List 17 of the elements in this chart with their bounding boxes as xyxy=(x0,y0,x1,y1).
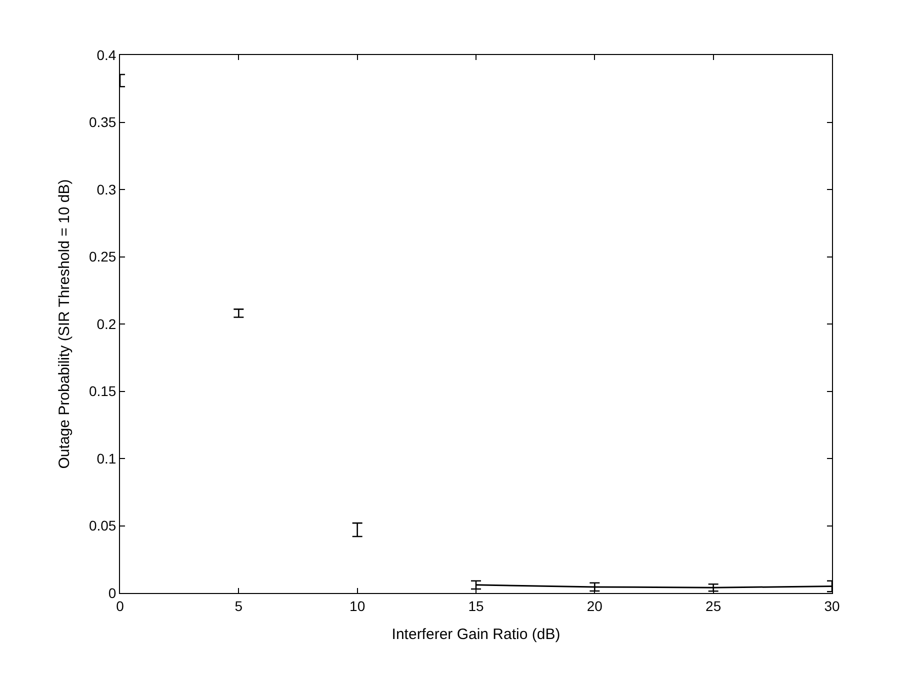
y-tick-label: 0.15 xyxy=(88,383,116,400)
x-tick-label: 20 xyxy=(586,598,603,614)
x-tick-label: 25 xyxy=(706,598,722,614)
x-tick-label: 10 xyxy=(350,598,366,614)
y-tick-label: 0.3 xyxy=(96,181,116,198)
y-tick-label: 0.25 xyxy=(88,248,116,265)
x-tick-label: 5 xyxy=(234,598,243,614)
y-tick-label: 0 xyxy=(108,584,116,601)
y-tick-label: 0.35 xyxy=(88,114,116,130)
y-tick-label: 0.05 xyxy=(88,518,116,534)
x-tick-label: 15 xyxy=(468,598,484,614)
x-axis-title: Interferer Gain Ratio (dB) xyxy=(392,626,560,643)
y-axis-title: Outage Probability (SIR Threshold = 10 dB) xyxy=(56,179,74,469)
y-tick-label: 0.4 xyxy=(96,46,116,63)
y-tick-label: 0.2 xyxy=(96,316,116,332)
y-tick-label: 0.1 xyxy=(96,450,116,466)
x-tick-label: 30 xyxy=(824,598,840,614)
